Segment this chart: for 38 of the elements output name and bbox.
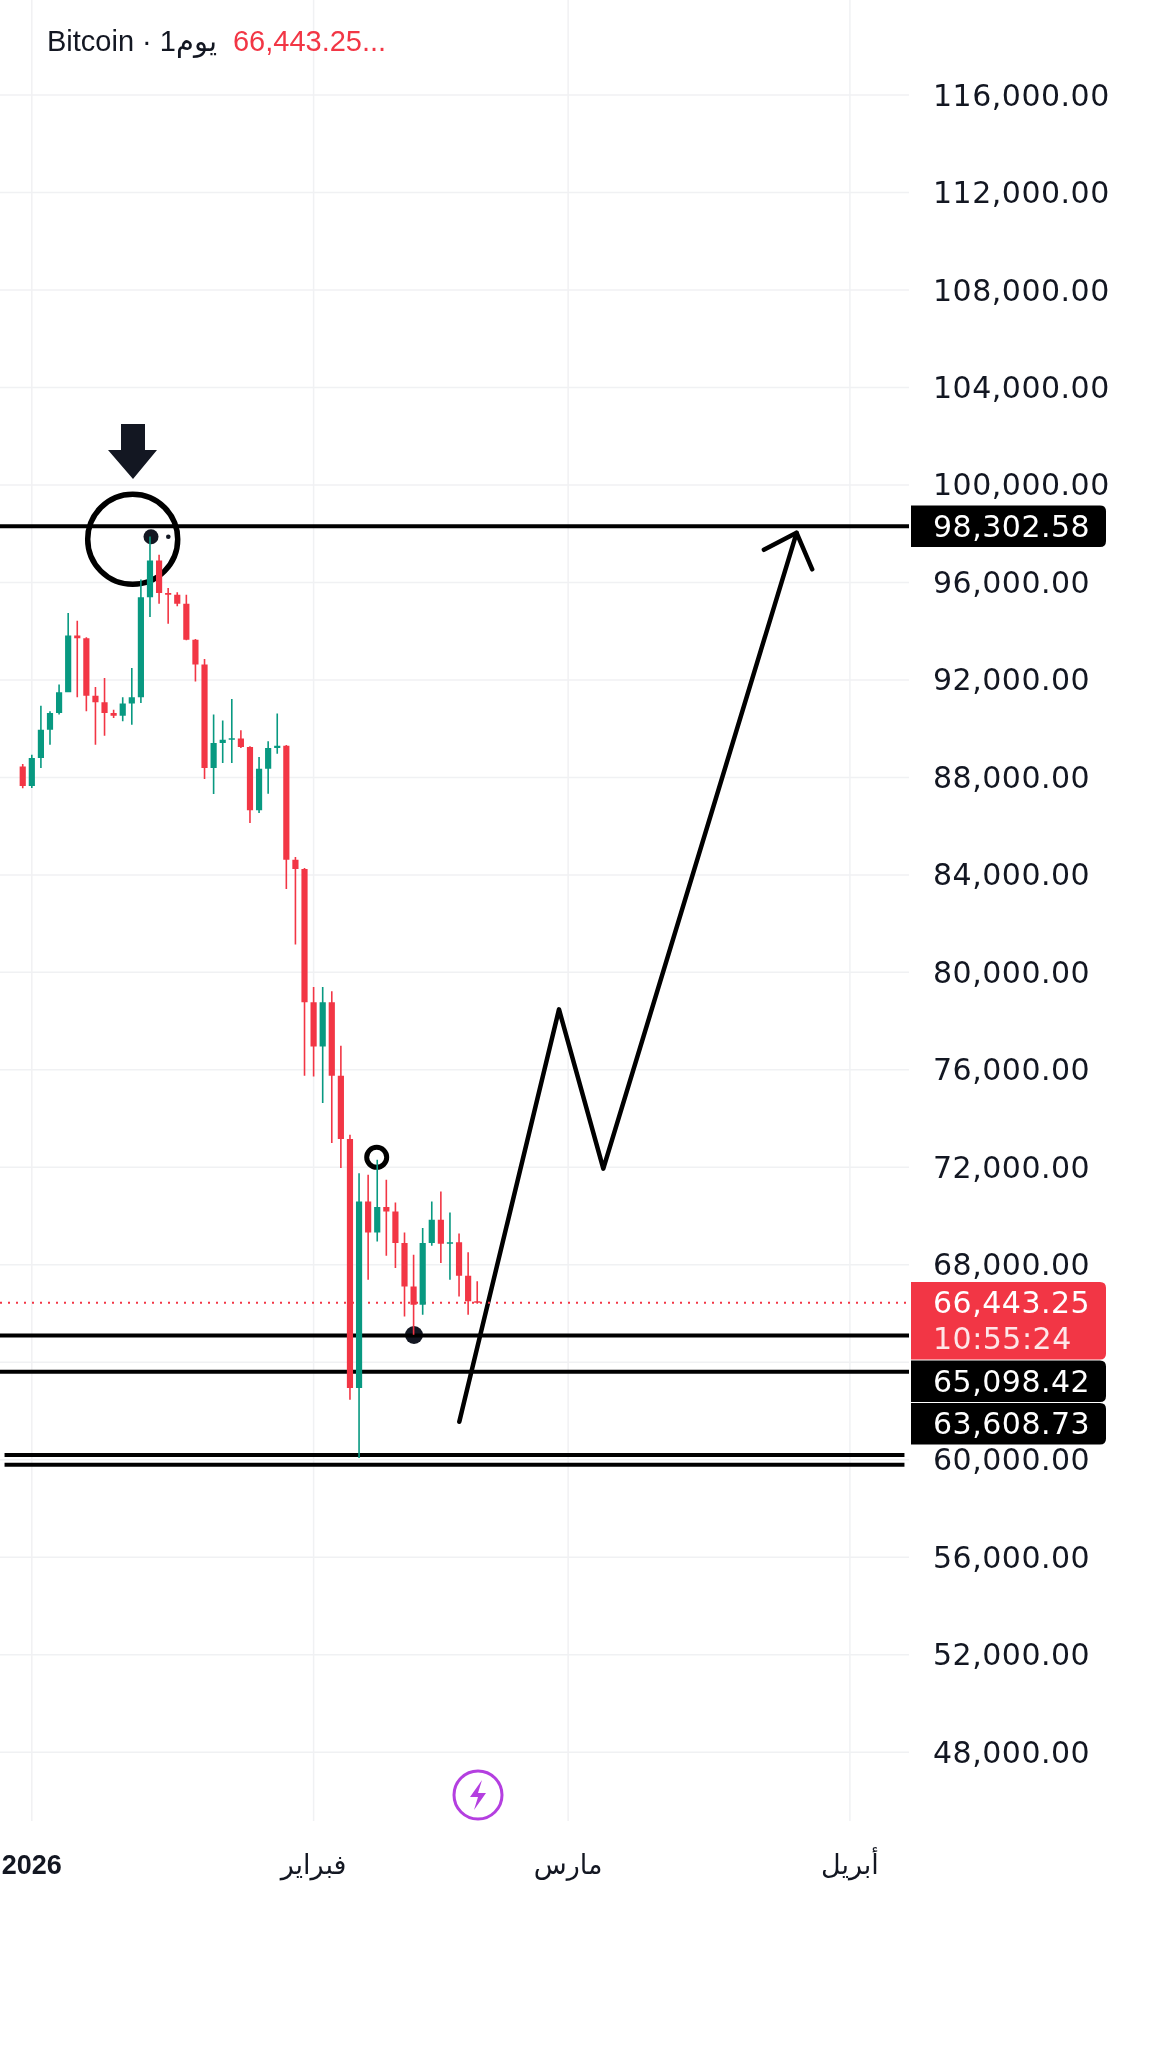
ref-line-label: 63,608.73 bbox=[933, 1406, 1091, 1442]
candlestick bbox=[274, 713, 281, 754]
candlestick bbox=[165, 588, 172, 624]
y-tick-label: 112,000.00 bbox=[933, 175, 1110, 211]
candlestick bbox=[74, 620, 81, 698]
candlestick bbox=[446, 1212, 454, 1280]
y-tick-label: 100,000.00 bbox=[933, 467, 1110, 503]
candlestick bbox=[374, 1159, 381, 1242]
y-tick-label: 116,000.00 bbox=[933, 77, 1110, 113]
x-tick-label: 2026 bbox=[1, 1850, 62, 1880]
y-tick-label: 56,000.00 bbox=[933, 1539, 1091, 1575]
y-tick-label: 72,000.00 bbox=[933, 1149, 1091, 1185]
text: 10:55:24 bbox=[933, 1321, 1072, 1357]
ref-line-label: 66,443.25 bbox=[933, 1285, 1091, 1321]
x-tick-label: فبراير bbox=[278, 1850, 347, 1881]
y-tick-label: 48,000.00 bbox=[933, 1734, 1091, 1770]
y-tick-label: 80,000.00 bbox=[933, 954, 1091, 990]
candlestick bbox=[437, 1191, 444, 1264]
y-tick-label: 108,000.00 bbox=[933, 272, 1110, 308]
x-tick-label: مارس bbox=[533, 1850, 603, 1881]
candlestick bbox=[128, 667, 135, 725]
y-tick-label: 68,000.00 bbox=[933, 1247, 1091, 1283]
y-tick-label: 96,000.00 bbox=[933, 564, 1091, 600]
y-tick-label: 84,000.00 bbox=[933, 857, 1091, 893]
candlestick bbox=[228, 698, 235, 764]
text: Bitcoin · 1يوم bbox=[47, 25, 217, 58]
ref-line-label: 65,098.42 bbox=[933, 1363, 1091, 1399]
y-tick-label: 88,000.00 bbox=[933, 759, 1091, 795]
candlestick bbox=[365, 1174, 372, 1280]
x-tick-label: أبريل bbox=[820, 1846, 879, 1881]
y-tick-label: 104,000.00 bbox=[933, 369, 1110, 405]
candlestick bbox=[219, 720, 226, 764]
y-tick-label: 60,000.00 bbox=[933, 1442, 1091, 1478]
y-tick-label: 52,000.00 bbox=[933, 1637, 1091, 1673]
text: 66,443.25... bbox=[232, 25, 387, 57]
y-tick-label: 76,000.00 bbox=[933, 1052, 1091, 1088]
ref-line-label: 98,302.58 bbox=[933, 508, 1091, 544]
y-tick-label: 92,000.00 bbox=[933, 662, 1091, 698]
